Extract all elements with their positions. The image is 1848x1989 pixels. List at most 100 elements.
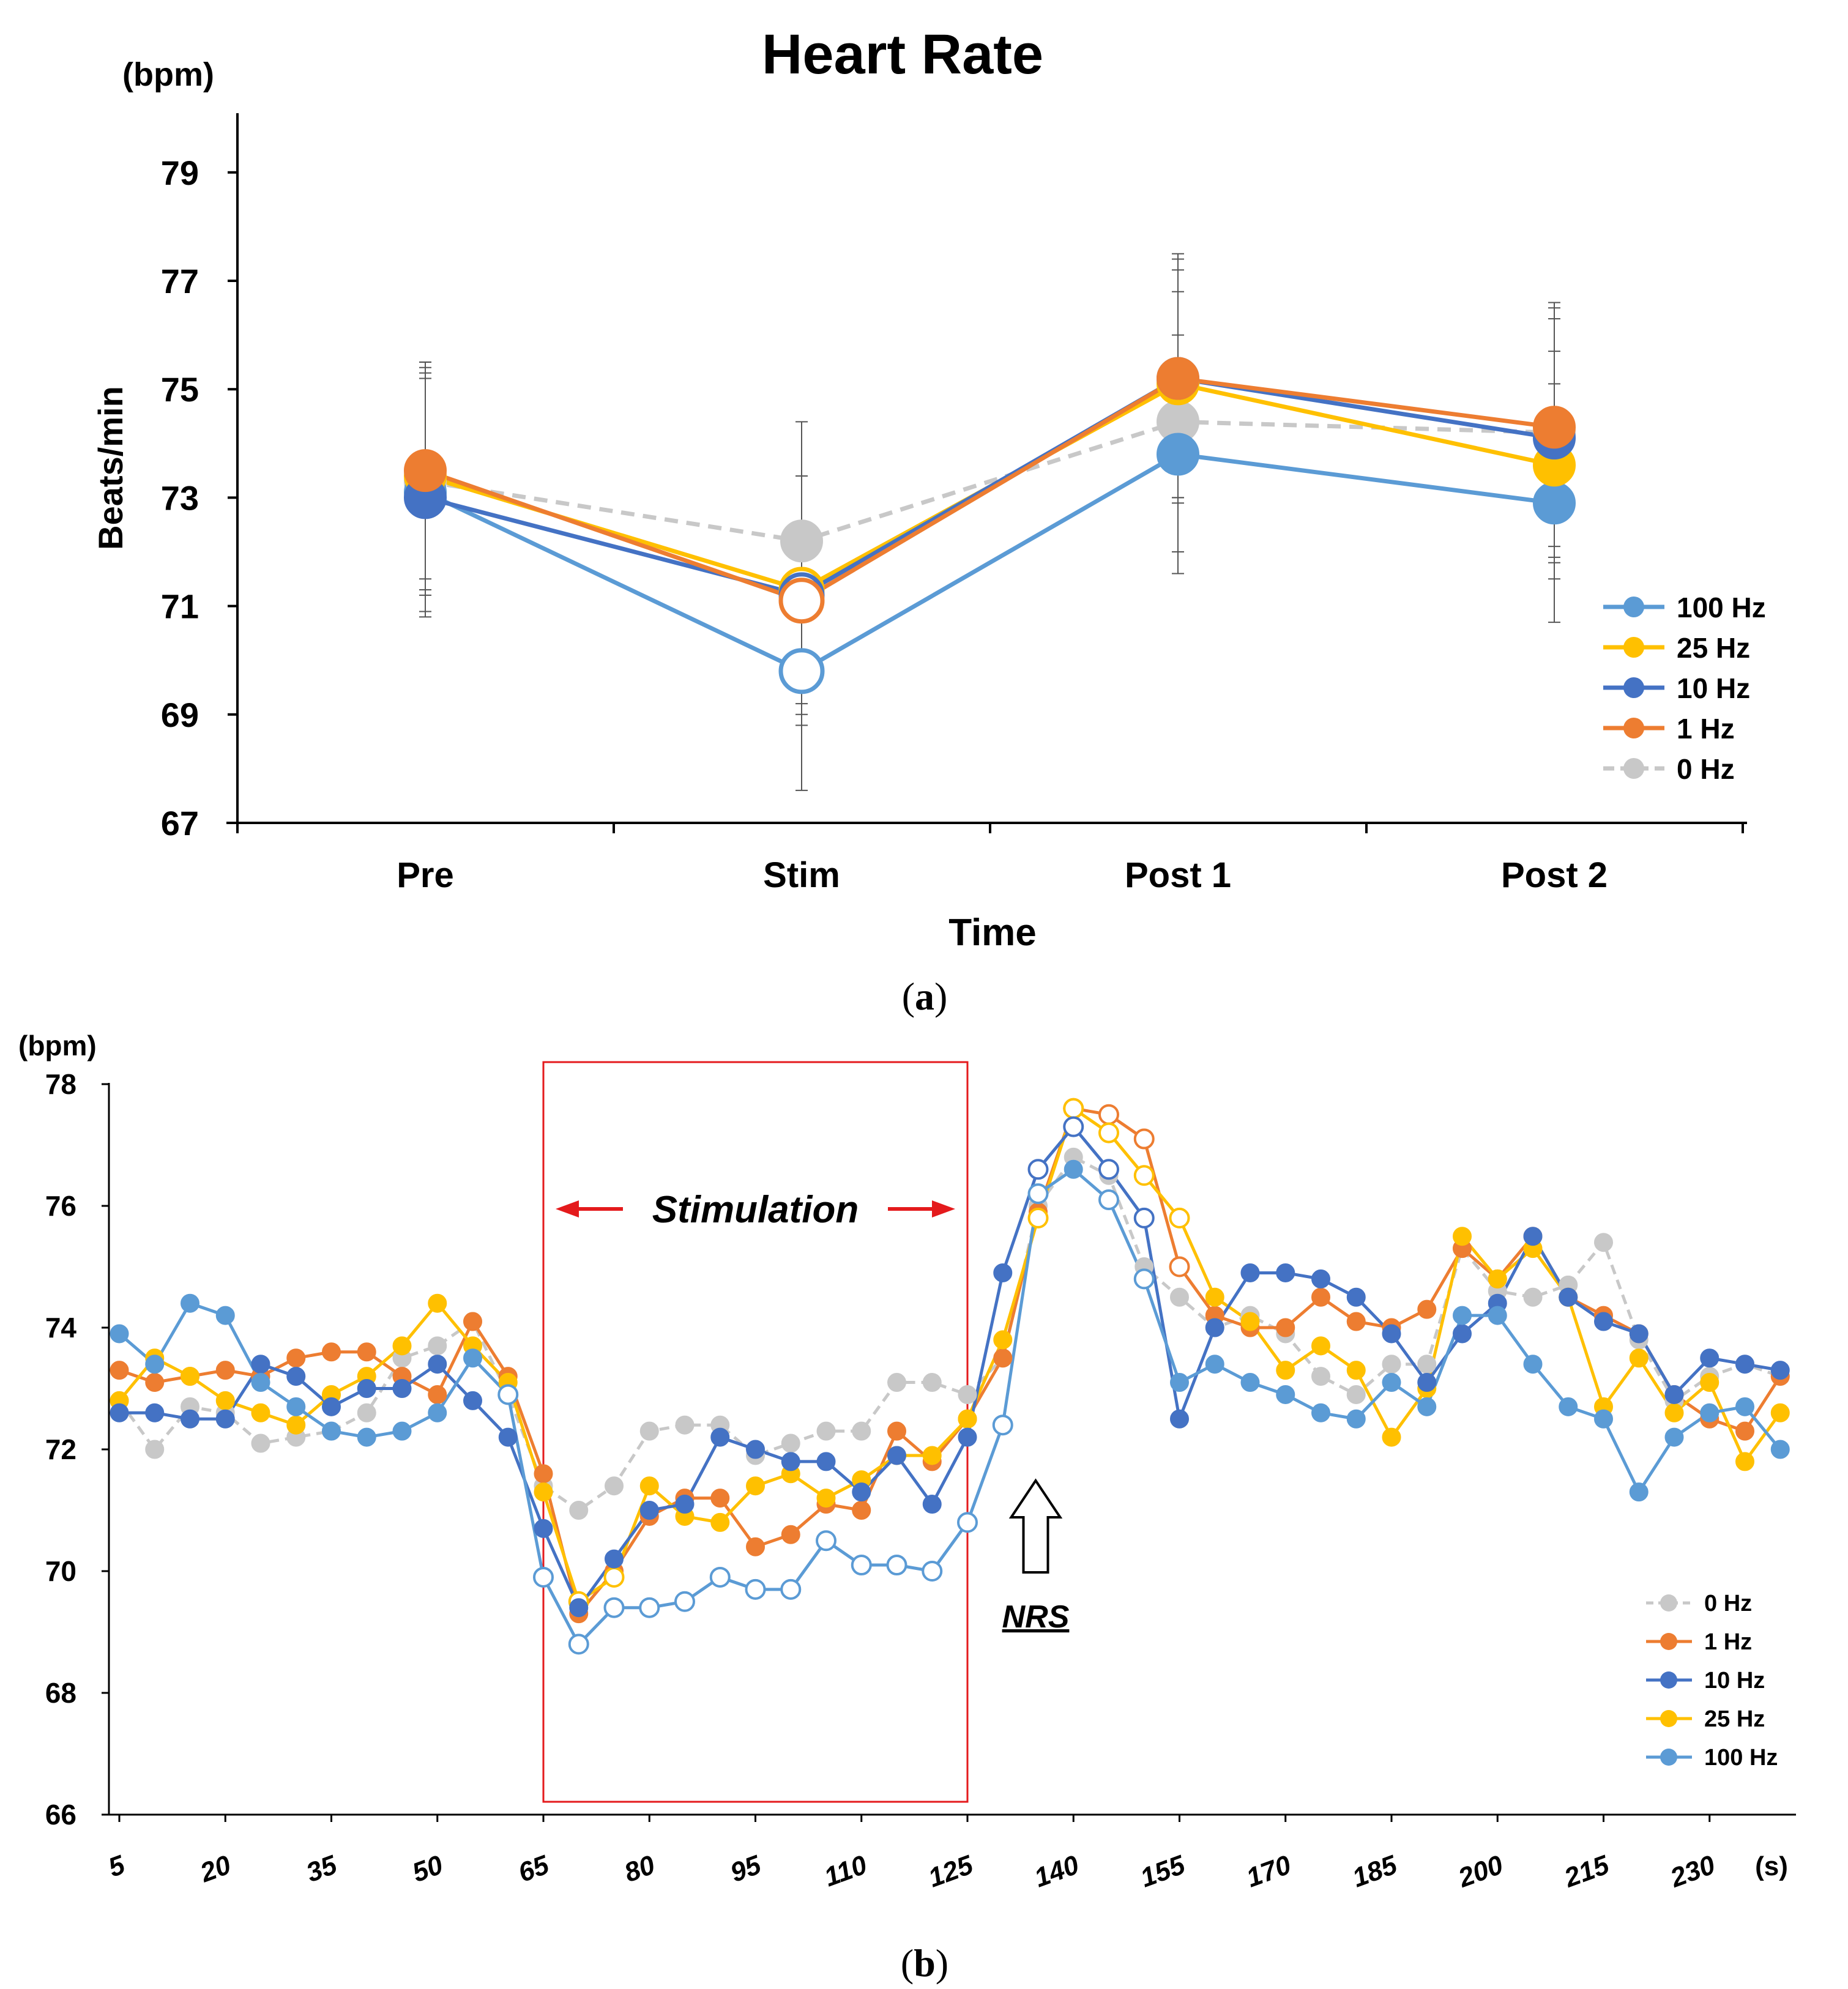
data-point-1-hz (1169, 1256, 1190, 1277)
data-point-100-hz (181, 1293, 199, 1313)
data-point-100-hz (992, 1415, 1013, 1436)
data-point-25-hz (251, 1403, 270, 1422)
data-point-25-hz (215, 1391, 235, 1410)
data-point-25-hz (392, 1336, 412, 1356)
legend-label-1-hz: 1 Hz (1677, 713, 1735, 745)
data-point-100-hz (1170, 1373, 1189, 1392)
legend-marker-25-hz (1660, 1710, 1677, 1727)
data-point-100-hz (1027, 1183, 1049, 1205)
data-point-1-hz (1417, 1299, 1437, 1319)
legend-label-0-hz: 0 Hz (1704, 1591, 1752, 1616)
data-point-0-hz (569, 1501, 589, 1520)
data-point-100-hz (357, 1427, 376, 1447)
data-point-1-hz (781, 1525, 800, 1544)
data-point-0-hz (1417, 1355, 1437, 1374)
y-tick-label: 66 (45, 1799, 76, 1831)
data-point-10-hz (1346, 1287, 1366, 1307)
data-point-10-hz (1276, 1263, 1295, 1282)
data-point-10-hz (605, 1549, 624, 1569)
data-point-100-hz (1629, 1482, 1649, 1502)
legend-label-10-hz: 10 Hz (1677, 672, 1750, 704)
data-point-100-hz (428, 1403, 447, 1422)
data-point-100-hz (1276, 1385, 1295, 1404)
legend-marker-0-hz (1660, 1594, 1677, 1612)
data-point-10-hz (781, 1452, 800, 1471)
data-point-1-hz (110, 1361, 129, 1380)
data-point-10-hz (1559, 1287, 1578, 1307)
y-tick-label: 68 (45, 1677, 76, 1709)
x-tick-label-stim: Stim (763, 855, 840, 895)
legend-label-25-hz: 25 Hz (1677, 632, 1750, 664)
data-point-25-hz (639, 1476, 659, 1496)
x-tick-label: 215 (1560, 1850, 1613, 1894)
panel-b-label: (b) (901, 1941, 948, 1985)
data-point-10-hz (428, 1355, 447, 1374)
legend-marker-10-hz (1623, 677, 1644, 698)
data-point-0-hz (1311, 1367, 1330, 1386)
data-point-10-hz (145, 1403, 165, 1422)
data-point-1-hz (1098, 1104, 1119, 1125)
legend-label-0-hz: 0 Hz (1677, 753, 1735, 785)
data-point-100-hz (1559, 1397, 1578, 1416)
data-point-10-hz (1240, 1263, 1260, 1282)
data-point-1-hz (1276, 1318, 1295, 1337)
data-point-10-hz (251, 1355, 270, 1374)
data-point-25-hz (958, 1409, 977, 1429)
data-point-25-hz (181, 1367, 199, 1386)
data-point-1-hz (322, 1342, 341, 1362)
data-point-100-hz (1311, 1403, 1330, 1422)
data-point-10-hz (639, 1501, 659, 1520)
data-point-10-hz (463, 1391, 482, 1410)
data-point-25-hz (816, 1489, 836, 1508)
data-point-25-hz (286, 1415, 306, 1435)
data-point-25-hz (1027, 1207, 1049, 1229)
data-point-0-hz (145, 1440, 165, 1459)
data-point-25-hz (1311, 1336, 1330, 1356)
data-point-25-hz (710, 1512, 730, 1532)
data-point-0-hz (780, 519, 823, 563)
data-point-25-hz (1169, 1207, 1190, 1229)
legend-marker-25-hz (1623, 637, 1644, 658)
data-point-100-hz (639, 1597, 660, 1618)
data-point-10-hz (1311, 1269, 1330, 1288)
data-point-1-hz (357, 1342, 376, 1362)
data-point-10-hz (1382, 1324, 1401, 1344)
data-point-100-hz (745, 1578, 766, 1600)
data-point-1-hz (1133, 1128, 1155, 1150)
data-point-10-hz (357, 1379, 376, 1398)
nrs-label: NRS (1002, 1599, 1070, 1635)
data-point-10-hz (1453, 1324, 1472, 1344)
data-point-100-hz (1133, 1268, 1155, 1290)
data-point-10-hz (1417, 1373, 1437, 1392)
data-point-25-hz (1700, 1373, 1719, 1392)
data-point-25-hz (1205, 1287, 1224, 1307)
data-point-25-hz (603, 1566, 625, 1588)
x-tick-label-post-1: Post 1 (1125, 855, 1231, 895)
data-point-100-hz (1382, 1373, 1401, 1392)
data-point-100-hz (1533, 481, 1576, 525)
data-point-1-hz (1735, 1421, 1754, 1441)
data-point-0-hz (1382, 1355, 1401, 1374)
x-tick-label: 185 (1349, 1850, 1401, 1893)
data-point-100-hz (1098, 1189, 1119, 1211)
data-point-10-hz (569, 1598, 589, 1618)
data-point-1-hz (1533, 406, 1576, 449)
legend-marker-1-hz (1623, 718, 1644, 738)
panel-a-label: (a) (902, 975, 948, 1018)
data-point-100-hz (145, 1355, 165, 1374)
data-point-25-hz (1346, 1361, 1366, 1380)
x-tick-label: 65 (515, 1850, 553, 1888)
y-tick-label: 67 (161, 804, 199, 842)
x-tick-label-pre: Pre (397, 855, 454, 895)
data-point-100-hz (922, 1561, 943, 1582)
data-point-10-hz (286, 1367, 306, 1386)
data-point-10-hz (958, 1427, 977, 1447)
data-point-0-hz (1594, 1233, 1613, 1252)
data-point-100-hz (1664, 1427, 1684, 1447)
legend-marker-1-hz (1660, 1633, 1677, 1650)
data-point-0-hz (605, 1476, 624, 1496)
data-point-1-hz (1311, 1287, 1330, 1307)
data-point-100-hz (886, 1555, 907, 1576)
data-point-10-hz (1170, 1409, 1189, 1429)
